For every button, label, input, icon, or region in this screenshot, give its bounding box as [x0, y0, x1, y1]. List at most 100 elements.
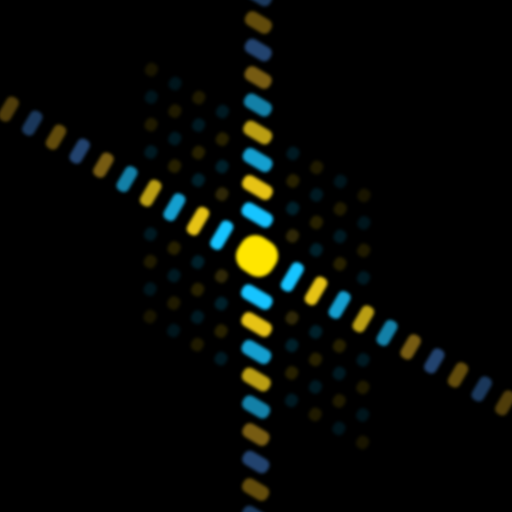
lobe: [191, 173, 205, 187]
lobe: [285, 338, 299, 353]
lobe: [242, 175, 273, 200]
lobe: [285, 366, 299, 380]
lobe: [284, 393, 299, 408]
lobe: [357, 216, 371, 230]
lobe: [280, 262, 304, 292]
lobe: [285, 311, 299, 325]
lobe: [168, 131, 182, 146]
lobe: [376, 319, 398, 346]
lobe: [310, 160, 324, 175]
lobe: [215, 159, 229, 174]
lobe: [186, 206, 210, 236]
lobe: [309, 325, 323, 339]
lobe: [210, 220, 234, 250]
lobe: [333, 174, 348, 189]
lobe: [167, 296, 181, 310]
lobe: [309, 243, 323, 257]
lobe: [116, 166, 138, 193]
lobe: [144, 62, 159, 77]
lobe: [214, 351, 228, 366]
lobe: [495, 390, 512, 416]
lobe: [167, 159, 182, 173]
lobe: [167, 241, 181, 255]
lobe: [471, 376, 492, 402]
lobe: [192, 90, 206, 105]
lobe: [309, 215, 324, 230]
lobe: [144, 145, 158, 159]
lobe: [332, 366, 346, 381]
lobe: [333, 202, 347, 216]
lobe: [424, 348, 445, 374]
lobe: [356, 408, 370, 422]
lobe: [243, 120, 273, 145]
lobe: [332, 421, 346, 436]
lobe: [242, 478, 270, 501]
lobe: [286, 146, 300, 161]
lobe: [241, 505, 269, 512]
lobe: [243, 93, 272, 117]
lobe: [167, 268, 181, 283]
lobe: [143, 309, 157, 324]
lobe: [215, 104, 230, 119]
lobe: [0, 96, 19, 122]
lobe: [191, 118, 206, 132]
lobe: [244, 66, 272, 89]
lobe: [333, 257, 347, 271]
lobe: [143, 227, 158, 241]
lobe: [356, 271, 371, 285]
lobe: [190, 310, 205, 324]
lobe: [144, 90, 158, 104]
lobe: [357, 243, 371, 258]
lobe: [332, 339, 347, 353]
lobe: [191, 145, 206, 160]
lobe: [168, 76, 182, 91]
lobe: [308, 352, 323, 367]
lobe: [168, 104, 182, 118]
lobe: [285, 229, 300, 243]
lobe: [215, 132, 229, 146]
lobe: [190, 282, 205, 297]
lobe: [69, 138, 90, 164]
lobe: [242, 395, 271, 419]
lobe: [191, 255, 205, 269]
lobe: [45, 124, 67, 150]
lobe: [355, 435, 370, 450]
lobe: [214, 324, 228, 338]
lobe: [242, 147, 273, 173]
lobe: [332, 394, 346, 408]
lobe: [242, 423, 270, 446]
lobe: [333, 229, 347, 244]
lobe: [143, 282, 157, 296]
lobe: [400, 334, 421, 360]
lobe: [93, 152, 114, 178]
lobe: [244, 11, 272, 34]
lobe: [242, 450, 270, 474]
lobe: [143, 254, 157, 269]
lobe: [241, 202, 273, 228]
lobe: [357, 188, 371, 203]
lobe: [286, 174, 300, 188]
lobe: [214, 296, 228, 311]
lobe: [22, 110, 43, 136]
lobe: [163, 193, 186, 221]
lobe: [352, 305, 375, 333]
lobe: [245, 0, 273, 7]
lobe: [447, 362, 469, 388]
lobe: [308, 407, 322, 422]
lobe: [286, 201, 300, 216]
lobe: [190, 337, 204, 352]
lobe: [309, 188, 324, 202]
lobe: [241, 312, 272, 337]
lobe: [166, 323, 181, 338]
lobe: [235, 235, 279, 277]
lobe: [328, 291, 351, 319]
lobe: [356, 353, 370, 367]
lobe: [241, 339, 272, 365]
lobe: [214, 269, 229, 283]
lobe: [244, 38, 272, 62]
lobe: [144, 117, 158, 132]
lobe: [139, 179, 162, 207]
